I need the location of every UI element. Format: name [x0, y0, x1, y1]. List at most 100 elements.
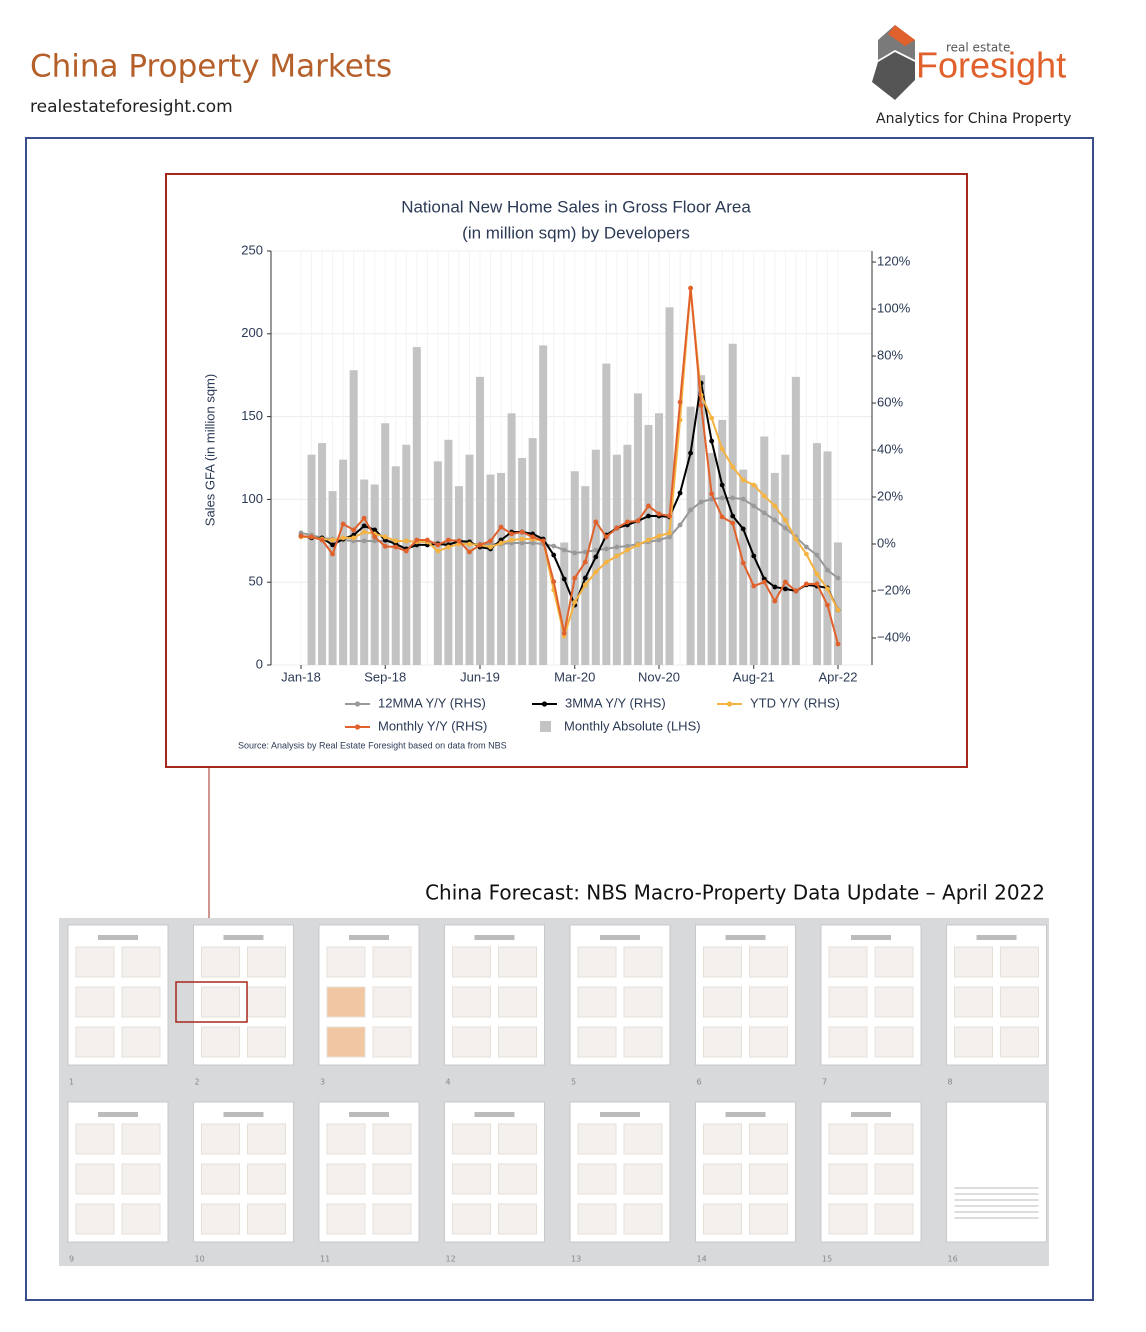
legend-swatch	[354, 724, 361, 730]
thumbnail-chart	[874, 986, 914, 1018]
y2-tick-label: −20%	[877, 582, 911, 597]
thumbnail-chart	[121, 1026, 161, 1058]
thumbnail-chart	[326, 1123, 366, 1155]
point	[582, 549, 588, 555]
point	[751, 482, 757, 488]
point	[730, 495, 736, 501]
thumbnail-chart	[954, 946, 993, 978]
point	[614, 544, 620, 550]
thumbnail-chart	[828, 1203, 868, 1235]
point	[319, 537, 325, 543]
y2-tick-label: 80%	[877, 347, 903, 362]
point	[761, 510, 767, 516]
thumbnail-chart	[247, 1026, 286, 1058]
thumbnail-chart	[247, 946, 286, 978]
thumbnail-chart	[577, 1026, 617, 1058]
thumbnail-chart	[121, 986, 161, 1018]
bar	[412, 347, 421, 665]
point	[635, 518, 641, 524]
bar	[454, 486, 463, 665]
thumbnail-chart	[874, 1123, 914, 1155]
point	[582, 575, 588, 581]
point	[698, 402, 704, 408]
thumbnail-chart	[452, 1203, 491, 1235]
bar	[728, 343, 737, 665]
bar	[665, 307, 674, 665]
thumbnail-header	[474, 935, 515, 940]
y-tick-label: 200	[241, 325, 263, 340]
point	[825, 567, 830, 573]
x-tick-label: Sep-18	[364, 669, 406, 684]
page-number: 1	[69, 1078, 74, 1087]
thumbnail-text	[954, 1211, 1039, 1213]
thumbnail-chart	[828, 986, 868, 1018]
point	[351, 527, 357, 533]
bar	[560, 542, 569, 665]
thumbnail-chart	[75, 1163, 115, 1195]
point	[488, 538, 493, 544]
page-number: 9	[69, 1255, 74, 1264]
thumbnail-chart	[201, 1163, 240, 1195]
thumbnail-chart	[577, 986, 617, 1018]
bar	[444, 439, 453, 665]
thumbnail-text	[954, 1199, 1039, 1201]
thumbnail-header	[976, 935, 1017, 940]
y2-tick-label: −40%	[877, 629, 911, 644]
point	[719, 495, 725, 501]
point	[656, 511, 662, 517]
logo-shape	[872, 52, 915, 100]
thumbnail-chart	[954, 986, 993, 1018]
point	[761, 579, 767, 585]
thumbnail-header	[851, 1112, 891, 1117]
point	[677, 522, 683, 528]
bar	[402, 444, 411, 665]
thumbnail-chart	[1000, 946, 1039, 978]
point	[782, 579, 788, 585]
thumbnails: 1 2 3 4 5 6 7 89 10 11 12 13 14 15 16	[67, 924, 1047, 1264]
point	[603, 534, 609, 540]
point	[793, 588, 799, 594]
legend-swatch	[541, 701, 548, 707]
y2-tick-label: 100%	[877, 300, 911, 315]
logo-shape	[888, 25, 915, 46]
thumbnail-chart	[828, 1123, 868, 1155]
thumbnail-header	[474, 1112, 515, 1117]
point	[646, 513, 651, 519]
point	[751, 553, 757, 559]
point	[614, 525, 620, 531]
point	[530, 540, 536, 546]
point	[782, 517, 788, 523]
bar	[749, 484, 758, 665]
thumbnail-chart	[703, 1123, 742, 1155]
point	[361, 515, 367, 521]
bar	[707, 453, 716, 665]
point	[582, 582, 588, 588]
point	[656, 533, 662, 539]
point	[488, 544, 493, 550]
point	[625, 519, 630, 525]
point	[446, 537, 451, 543]
point	[372, 534, 378, 540]
thumbnail-chart	[498, 986, 537, 1018]
thumbnail-chart	[326, 1203, 366, 1235]
y-tick-label: 250	[241, 242, 263, 257]
thumbnail-chart	[121, 1163, 161, 1195]
point	[561, 630, 567, 636]
thumbnail-header	[98, 935, 138, 940]
page-number: 15	[822, 1255, 832, 1264]
legend-label: Monthly Absolute (LHS)	[564, 718, 701, 733]
point	[740, 526, 746, 532]
point	[782, 525, 788, 531]
point	[719, 482, 725, 488]
thumbnail-chart	[201, 1026, 240, 1058]
thumbnail-chart	[372, 946, 412, 978]
thumbnail-chart	[201, 1203, 240, 1235]
thumbnail-chart	[326, 1163, 366, 1195]
point	[361, 529, 367, 535]
point	[772, 598, 778, 604]
point	[519, 540, 525, 546]
page-number: 8	[948, 1078, 953, 1087]
point	[646, 503, 651, 509]
y2-tick-label: 0%	[877, 535, 896, 550]
